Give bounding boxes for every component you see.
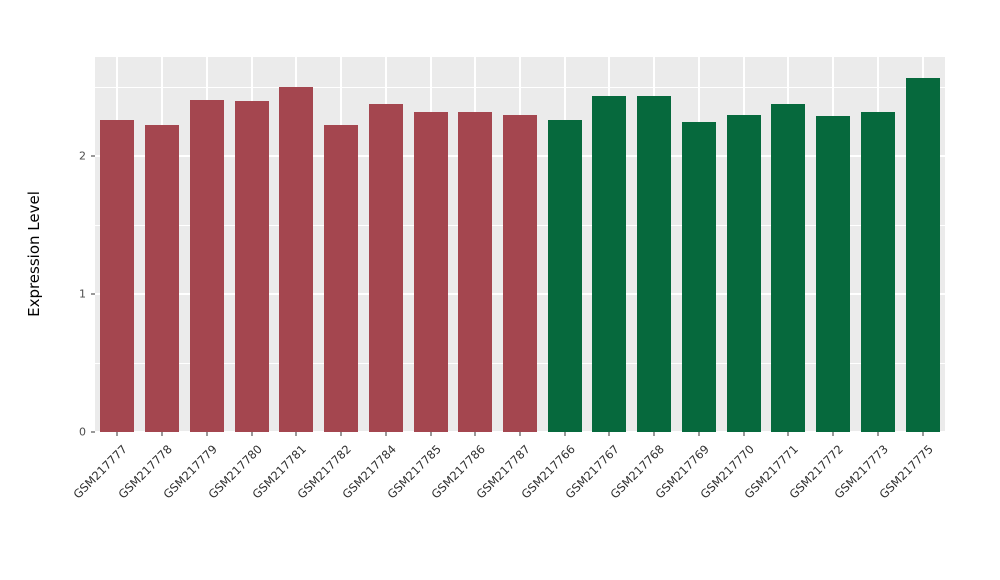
x-tick-mark — [608, 432, 610, 436]
x-tick-mark — [743, 432, 745, 436]
y-tick-label: 1 — [79, 287, 86, 301]
bar — [682, 122, 716, 432]
y-tick-label: 2 — [79, 149, 86, 163]
x-tick-mark — [877, 432, 879, 436]
y-tick-mark — [91, 155, 95, 157]
y-tick-mark — [91, 293, 95, 295]
bar — [458, 112, 492, 432]
y-tick-mark — [91, 431, 95, 433]
bar — [100, 120, 134, 432]
bar — [592, 96, 626, 432]
x-tick-mark — [922, 432, 924, 436]
x-tick-mark — [698, 432, 700, 436]
x-tick-mark — [161, 432, 163, 436]
bar — [727, 115, 761, 432]
y-axis-title: Expression Level — [25, 190, 43, 317]
x-tick-mark — [385, 432, 387, 436]
x-tick-mark — [474, 432, 476, 436]
bar — [771, 104, 805, 432]
x-tick-mark — [251, 432, 253, 436]
bar — [324, 125, 358, 432]
x-tick-mark — [653, 432, 655, 436]
x-tick-mark — [430, 432, 432, 436]
x-tick-mark — [206, 432, 208, 436]
bar — [414, 112, 448, 432]
x-tick-mark — [116, 432, 118, 436]
bar — [235, 101, 269, 432]
bar — [816, 116, 850, 432]
x-tick-mark — [787, 432, 789, 436]
bar — [369, 104, 403, 432]
plot-panel — [95, 57, 945, 433]
bar — [906, 78, 940, 432]
x-tick-mark — [832, 432, 834, 436]
bar — [503, 115, 537, 432]
x-tick-mark — [340, 432, 342, 436]
bar — [145, 125, 179, 432]
bar — [637, 96, 671, 432]
bar — [190, 100, 224, 432]
bar — [548, 120, 582, 432]
bar — [861, 112, 895, 432]
x-tick-mark — [564, 432, 566, 436]
x-tick-mark — [295, 432, 297, 436]
y-tick-label: 0 — [79, 425, 86, 439]
bar — [279, 87, 313, 432]
x-tick-mark — [519, 432, 521, 436]
